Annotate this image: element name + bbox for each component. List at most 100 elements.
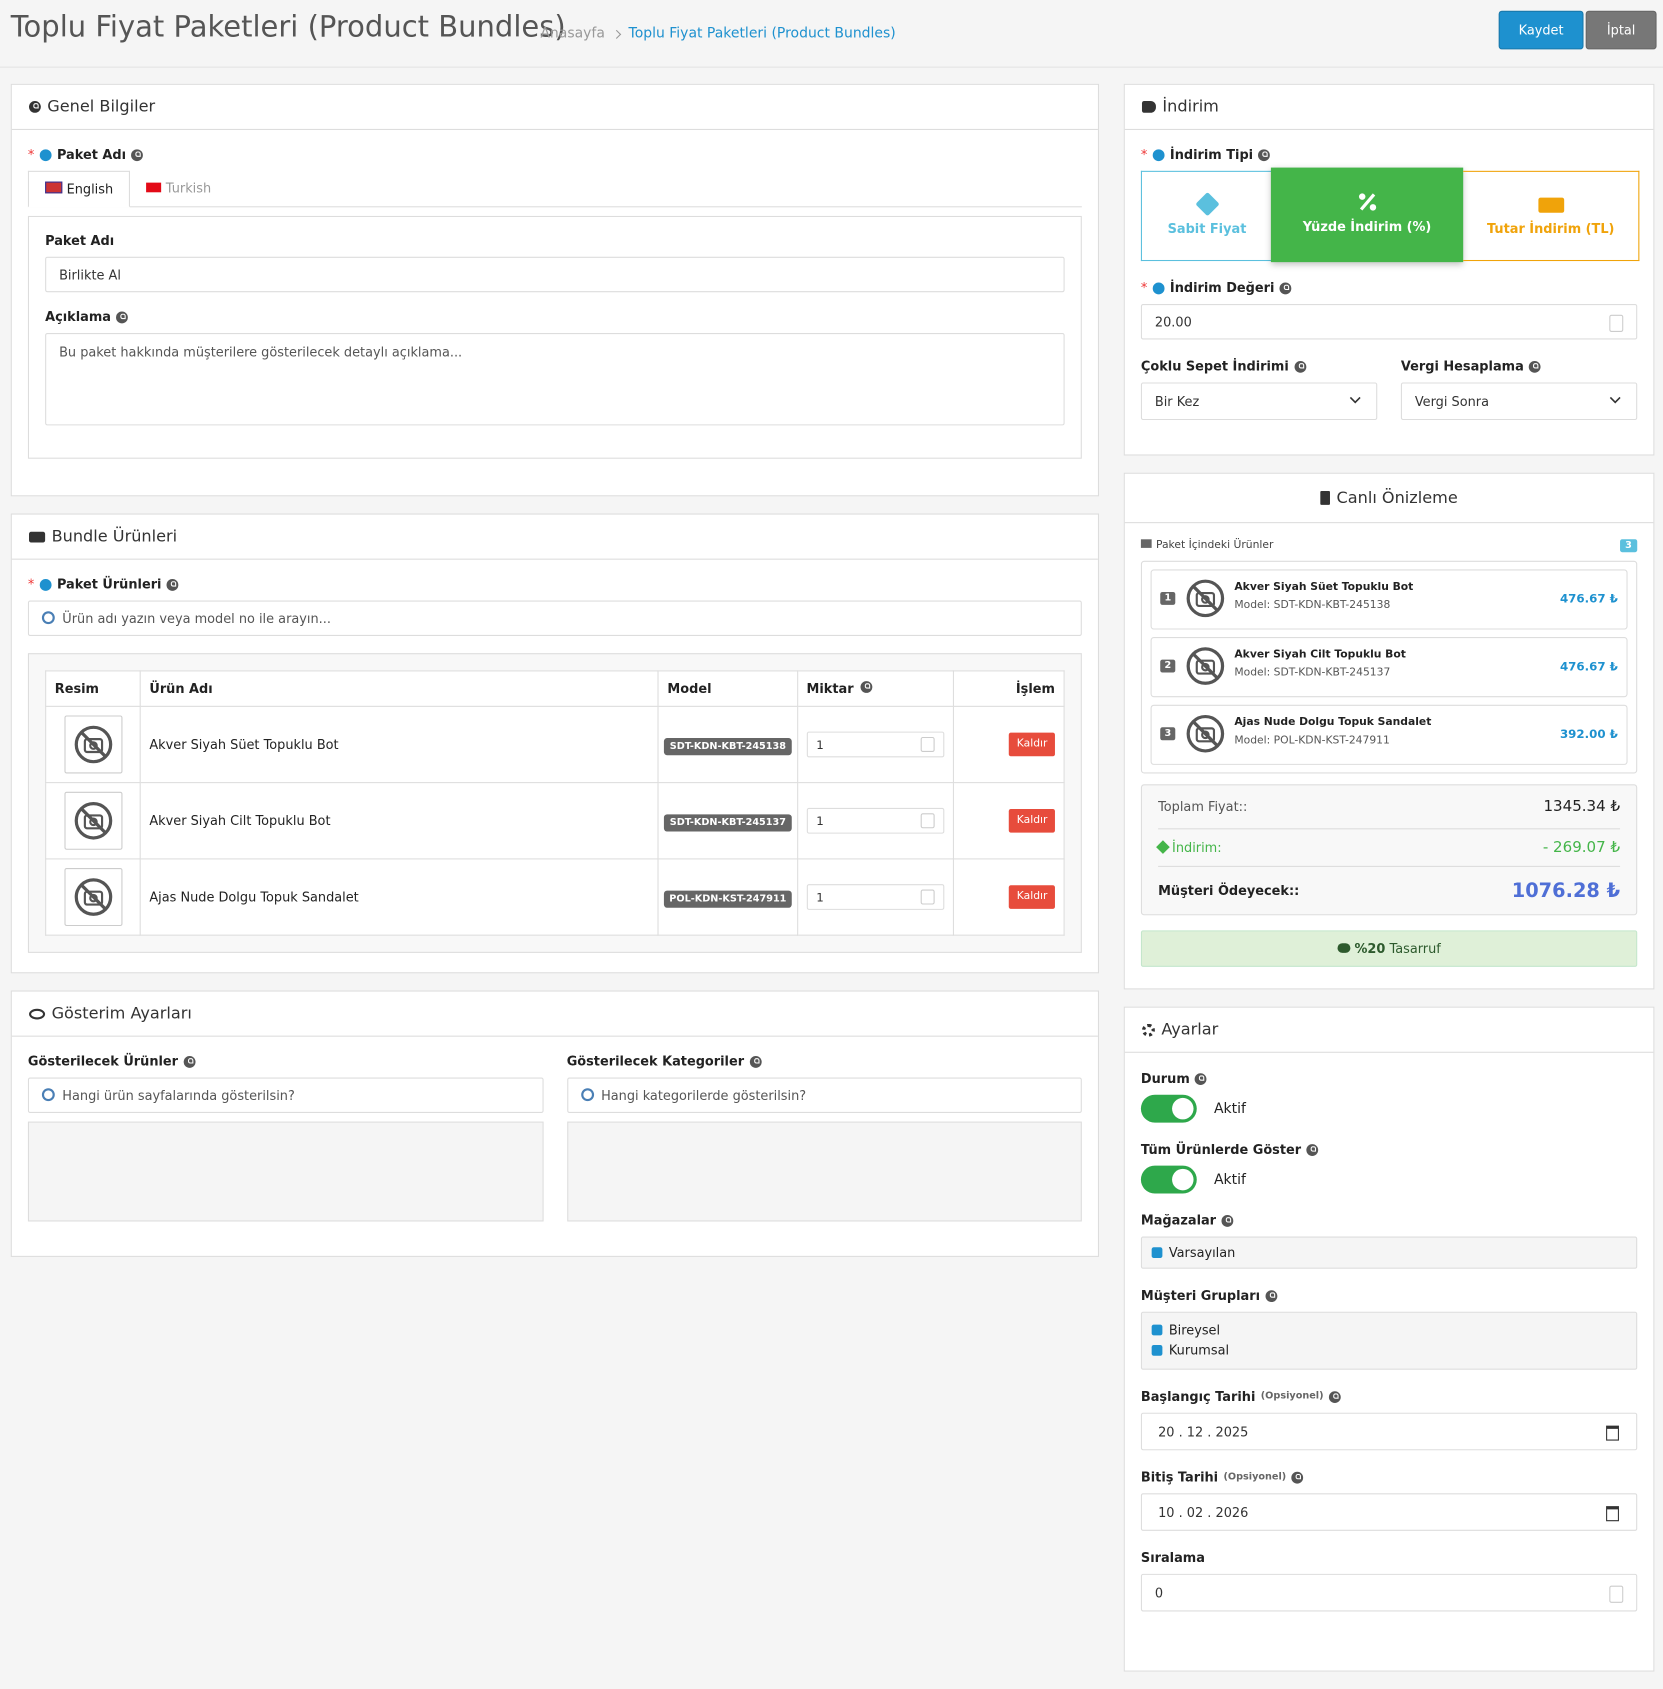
multi-select[interactable]: Bir Kez bbox=[1140, 382, 1378, 421]
status-toggle[interactable]: Aktif bbox=[1140, 1094, 1637, 1123]
categories-search[interactable]: Hangi kategorilerde gösterilsin? bbox=[566, 1077, 1082, 1113]
description-textarea[interactable]: Bu paket hakkında müşterilere gösterilec… bbox=[45, 333, 1065, 426]
count-badge: 3 bbox=[1619, 539, 1638, 553]
panel-heading: Canlı Önizleme bbox=[1124, 474, 1654, 524]
remove-button[interactable]: Kaldır bbox=[1009, 732, 1055, 757]
item-image bbox=[1185, 646, 1226, 687]
qty-input[interactable]: 1 bbox=[806, 807, 944, 834]
decoration: Gösterilecek Kategoriler bbox=[567, 1054, 1082, 1069]
checkbox-item[interactable]: Kurumsal bbox=[1151, 1341, 1627, 1361]
qty-input[interactable]: 1 bbox=[806, 884, 944, 910]
model-badge: POL-KDN-KST-247911 bbox=[663, 890, 792, 908]
product-search[interactable]: Ürün adı yazın veya model no ile arayın.… bbox=[27, 600, 1082, 636]
column-header: Ürün Adı bbox=[139, 670, 659, 707]
decoration bbox=[1195, 591, 1216, 607]
checkbox-item[interactable]: Varsayılan bbox=[1151, 1245, 1627, 1260]
decoration: İndirim: bbox=[1156, 840, 1222, 855]
qty-input[interactable]: 1 bbox=[806, 731, 944, 758]
product-name: Akver Siyah Cilt Topuklu Bot bbox=[149, 813, 331, 829]
item-name: Ajas Nude Dolgu Topuk Sandalet bbox=[1234, 716, 1432, 729]
label: Paket İçindeki Ürünler bbox=[1155, 539, 1274, 552]
label: Başlangıç Tarihi bbox=[1140, 1389, 1256, 1405]
right-column: İndirim * İndirim Tipi Sabit Fiyat Yüzde … bbox=[1123, 83, 1655, 1689]
decoration bbox=[1140, 1094, 1197, 1123]
decoration: Mağazalar bbox=[1141, 1213, 1637, 1228]
table-row: Akver Siyah Süet Topuklu Bot SDT-KDN-KBT-… bbox=[45, 705, 1065, 784]
products-table: Resim Ürün Adı Model Miktar İşlem Akver Siya… bbox=[45, 670, 1065, 936]
select-value: Vergi Sonra bbox=[1414, 394, 1489, 410]
products-search[interactable]: Hangi ürün sayfalarında gösterilsin? bbox=[27, 1077, 544, 1113]
label: Paket Adı bbox=[45, 233, 115, 249]
input-value: 20.00 bbox=[1154, 314, 1192, 330]
name-input[interactable]: Birlikte Al bbox=[45, 256, 1065, 293]
checkbox bbox=[1151, 1345, 1163, 1356]
tab[interactable]: Turkish bbox=[130, 171, 227, 206]
decoration: Bitiş Tarihi (Opsiyonel) bbox=[1141, 1470, 1637, 1485]
tab[interactable]: English bbox=[27, 170, 131, 208]
decoration bbox=[146, 182, 162, 193]
decoration bbox=[1606, 1506, 1619, 1522]
remove-button[interactable]: Kaldır bbox=[1009, 885, 1055, 909]
no-image bbox=[63, 791, 122, 850]
checkbox-label: Bireysel bbox=[1168, 1322, 1221, 1338]
decoration: Çoklu Sepet İndirimi Bir Kez bbox=[1140, 359, 1378, 421]
decoration bbox=[183, 1055, 196, 1068]
item-name: Akver Siyah Cilt Topuklu Bot bbox=[1234, 648, 1406, 661]
preview-item: 2 Akver Siyah Cilt Topuklu Bot Model: SDT-… bbox=[1150, 637, 1628, 698]
cancel-button[interactable]: İptal bbox=[1585, 10, 1657, 50]
groups-list: Bireysel Kurumsal bbox=[1140, 1311, 1638, 1370]
decoration bbox=[1186, 647, 1225, 685]
decoration bbox=[39, 578, 52, 591]
input-value: 0 bbox=[1154, 1585, 1164, 1601]
qty-cell: 1 bbox=[796, 858, 954, 936]
discount-value-input[interactable]: 20.00 bbox=[1140, 304, 1638, 340]
product-name: Akver Siyah Süet Topuklu Bot bbox=[149, 736, 339, 753]
item-index: 1 bbox=[1160, 591, 1176, 605]
decoration bbox=[131, 148, 144, 161]
option[interactable]: Tutar İndirim (TL) bbox=[1463, 170, 1640, 262]
all-toggle[interactable]: Aktif bbox=[1140, 1165, 1637, 1194]
sort-input[interactable]: 0 bbox=[1140, 1573, 1638, 1612]
model-cell: POL-KDN-KST-247911 bbox=[657, 858, 798, 936]
decoration bbox=[1359, 193, 1375, 211]
decoration bbox=[1265, 1289, 1278, 1302]
placeholder: Hangi kategorilerde gösterilsin? bbox=[601, 1088, 807, 1104]
decoration: Açıklama bbox=[45, 309, 1065, 324]
option[interactable]: Sabit Fiyat bbox=[1140, 170, 1272, 262]
label: Tüm Ürünlerde Göster bbox=[1140, 1141, 1302, 1158]
breadcrumb-home[interactable]: Anasayfa bbox=[540, 25, 605, 42]
input-value: Birlikte Al bbox=[59, 267, 121, 283]
optional: (Opsiyonel) bbox=[1260, 1391, 1324, 1402]
decoration bbox=[1609, 314, 1624, 332]
remove-button[interactable]: Kaldır bbox=[1009, 808, 1055, 833]
total-label: Toplam Fiyat:: bbox=[1158, 799, 1248, 815]
decoration: Başlangıç Tarihi (Opsiyonel) bbox=[1141, 1389, 1637, 1404]
decoration bbox=[74, 725, 112, 764]
decoration bbox=[29, 531, 46, 542]
preview-items: 1 Akver Siyah Süet Topuklu Bot Model: SDT-… bbox=[1140, 560, 1638, 774]
preview-item: 1 Akver Siyah Süet Topuklu Bot Model: SDT-… bbox=[1150, 569, 1628, 630]
decoration bbox=[1606, 1425, 1619, 1441]
start-date[interactable]: 20 . 12 . 2025 bbox=[1140, 1412, 1638, 1451]
pay-label: Müşteri Ödeyecek:: bbox=[1158, 883, 1300, 899]
tax-select[interactable]: Vergi Sonra bbox=[1400, 382, 1638, 421]
optional: (Opsiyonel) bbox=[1223, 1471, 1287, 1483]
decoration bbox=[1192, 585, 1219, 612]
checkbox-item[interactable]: Bireysel bbox=[1151, 1320, 1627, 1340]
decoration bbox=[1609, 396, 1621, 404]
page-title: Toplu Fiyat Paketleri (Product Bundles) bbox=[10, 10, 566, 45]
end-date[interactable]: 10 . 02 . 2026 bbox=[1140, 1493, 1638, 1531]
placeholder: Hangi ürün sayfalarında gösterilsin? bbox=[62, 1088, 295, 1104]
placeholder: Ürün adı yazın veya model no ile arayın.… bbox=[62, 611, 331, 627]
item-image bbox=[1185, 713, 1226, 754]
save-button[interactable]: Kaydet bbox=[1498, 10, 1584, 50]
table-row: Ajas Nude Dolgu Topuk Sandalet POL-KDN-KS… bbox=[45, 858, 1065, 936]
settings-panel: Ayarlar Durum Aktif Tüm Ürünlerde Göster… bbox=[1123, 1006, 1655, 1672]
stores-list: Varsayılan bbox=[1140, 1236, 1638, 1269]
language-tabs: English Turkish bbox=[27, 170, 1082, 208]
decoration bbox=[166, 578, 179, 591]
option-selected[interactable]: Yüzde İndirim (%) bbox=[1270, 167, 1464, 263]
breadcrumb-current[interactable]: Toplu Fiyat Paketleri (Product Bundles) bbox=[628, 25, 896, 42]
tab-label: Turkish bbox=[165, 180, 212, 196]
decoration: Paket Adı bbox=[45, 233, 1065, 248]
